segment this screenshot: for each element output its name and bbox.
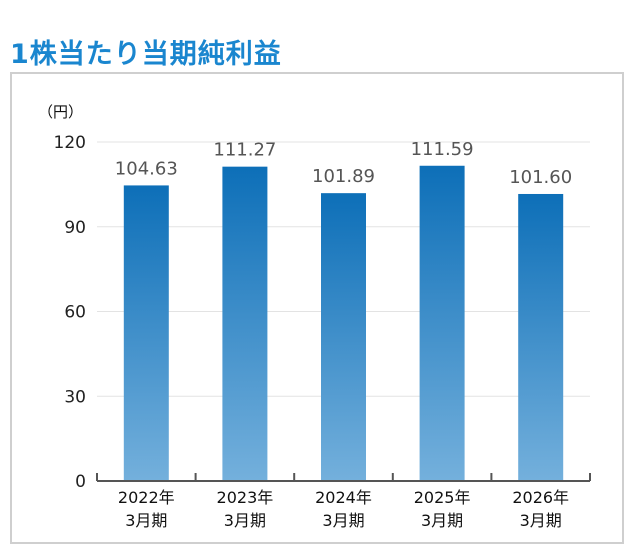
x-tick-label-period: 3月期 — [421, 511, 463, 530]
x-tick-label-year: 2025年 — [414, 488, 471, 507]
bar-value-label: 101.60 — [509, 167, 572, 188]
x-tick-label-period: 3月期 — [125, 511, 167, 530]
bar — [518, 193, 564, 482]
y-tick-label: 120 — [54, 133, 86, 153]
x-tick-label-year: 2022年 — [118, 488, 175, 507]
x-tick-label-period: 3月期 — [322, 511, 364, 530]
x-tick-label-period: 3月期 — [224, 511, 266, 530]
bar — [419, 165, 465, 482]
bar — [222, 166, 268, 482]
y-axis-unit: （円） — [38, 103, 83, 121]
bar-value-label: 111.59 — [411, 139, 474, 160]
bar-value-label: 111.27 — [213, 140, 276, 161]
y-tick-label: 0 — [75, 472, 86, 492]
bar — [123, 185, 169, 481]
bar — [321, 193, 366, 481]
y-tick-label: 60 — [64, 303, 86, 323]
x-tick-label-year: 2026年 — [512, 488, 569, 507]
bar-value-label: 104.63 — [115, 158, 178, 179]
labels: 0 30 60 90 120 104.63 2022年 3月期 111.27 2023年 3月期 10… — [54, 133, 573, 530]
y-tick-label: 30 — [64, 387, 86, 407]
x-tick-label-period: 3月期 — [520, 511, 562, 530]
x-tick-label-year: 2024年 — [315, 488, 372, 507]
axes — [96, 473, 591, 482]
y-tick-label: 90 — [64, 218, 86, 238]
bar-value-label: 101.89 — [312, 166, 375, 187]
bars — [123, 165, 564, 482]
x-tick-label-year: 2023年 — [217, 488, 274, 507]
chart-title: 1株当たり当期純利益 — [10, 39, 282, 70]
